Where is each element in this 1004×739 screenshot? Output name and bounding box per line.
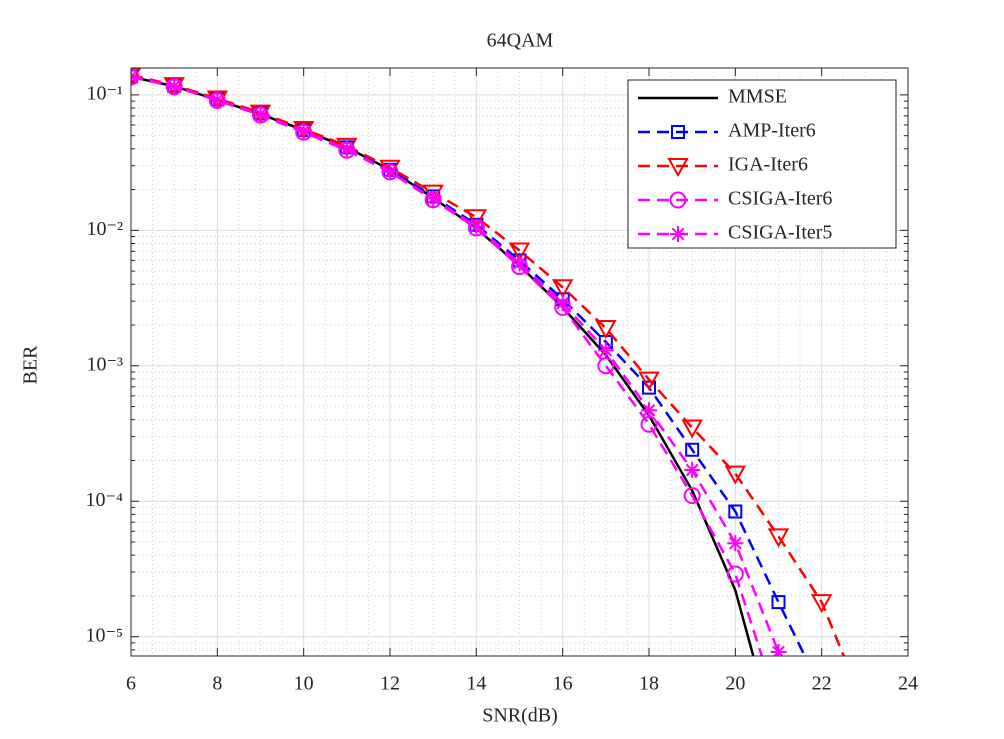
marker bbox=[554, 295, 571, 312]
marker bbox=[728, 504, 743, 519]
marker bbox=[685, 442, 700, 457]
marker bbox=[856, 700, 874, 716]
marker bbox=[465, 209, 488, 229]
marker bbox=[425, 190, 442, 207]
x-tick-label: 6 bbox=[126, 673, 136, 695]
legend-label: IGA-Iter6 bbox=[728, 154, 808, 176]
marker bbox=[667, 158, 689, 178]
x-tick-label: 8 bbox=[212, 673, 222, 695]
y-axis-label: BER bbox=[20, 345, 42, 385]
marker bbox=[771, 595, 786, 610]
series-line bbox=[131, 75, 764, 656]
y-tick-label: 10⁻⁴ bbox=[85, 489, 123, 511]
axes: 6 8 10 12 14 16 18 20 22 24 10⁻⁵ 10⁻⁴ 10⁻³ 10⁻² 10⁻¹ bbox=[85, 68, 918, 695]
x-tick-label: 24 bbox=[898, 673, 918, 695]
marker bbox=[767, 528, 790, 548]
marker bbox=[508, 242, 531, 262]
marker bbox=[684, 462, 701, 479]
legend-label: CSIGA-Iter6 bbox=[728, 188, 832, 210]
marker bbox=[468, 218, 485, 235]
marker bbox=[252, 106, 269, 123]
legend-label: CSIGA-Iter5 bbox=[728, 222, 832, 244]
marker bbox=[724, 465, 747, 485]
marker bbox=[642, 380, 656, 395]
marker bbox=[641, 402, 657, 419]
marker bbox=[209, 91, 226, 108]
x-tick-label: 12 bbox=[380, 673, 400, 695]
x-tick-label: 10 bbox=[294, 673, 314, 695]
marker bbox=[770, 644, 787, 656]
y-tick-label: 10⁻² bbox=[86, 218, 123, 240]
marker bbox=[595, 320, 617, 340]
legend: MMSE AMP-Iter6 IGA-Iter6 CSIGA-Iter6 CSIGA-I… bbox=[638, 86, 832, 244]
chart-title: 64QAM bbox=[487, 30, 554, 52]
x-tick-label: 14 bbox=[466, 673, 486, 695]
legend-label: AMP-Iter6 bbox=[728, 120, 816, 142]
marker bbox=[669, 191, 687, 209]
x-tick-label: 18 bbox=[639, 673, 659, 695]
marker bbox=[681, 419, 703, 439]
marker bbox=[511, 255, 528, 272]
marker bbox=[338, 140, 355, 157]
x-tick-label: 20 bbox=[725, 673, 745, 695]
marker bbox=[382, 163, 398, 180]
axes-box bbox=[130, 67, 909, 657]
series-layer bbox=[131, 68, 874, 716]
series-line bbox=[131, 75, 782, 656]
marker bbox=[727, 535, 744, 552]
marker bbox=[597, 342, 614, 359]
x-tick-label: 22 bbox=[812, 673, 832, 695]
marker bbox=[671, 125, 685, 139]
marker bbox=[670, 226, 686, 242]
y-tick-label: 10⁻⁵ bbox=[85, 624, 123, 646]
marker bbox=[638, 371, 660, 391]
marker bbox=[166, 78, 183, 95]
x-axis-label: SNR(dB) bbox=[482, 705, 558, 727]
legend-label: MMSE bbox=[728, 86, 787, 108]
y-tick-label: 10⁻³ bbox=[86, 353, 123, 375]
marker bbox=[810, 594, 833, 614]
marker bbox=[726, 565, 744, 583]
marker bbox=[683, 487, 701, 505]
marker bbox=[295, 123, 312, 140]
marker bbox=[771, 700, 786, 715]
marker bbox=[551, 279, 574, 299]
x-tick-label: 16 bbox=[553, 673, 573, 695]
y-tick-label: 10⁻¹ bbox=[86, 83, 123, 105]
series-line bbox=[131, 73, 846, 656]
marker bbox=[336, 137, 358, 157]
